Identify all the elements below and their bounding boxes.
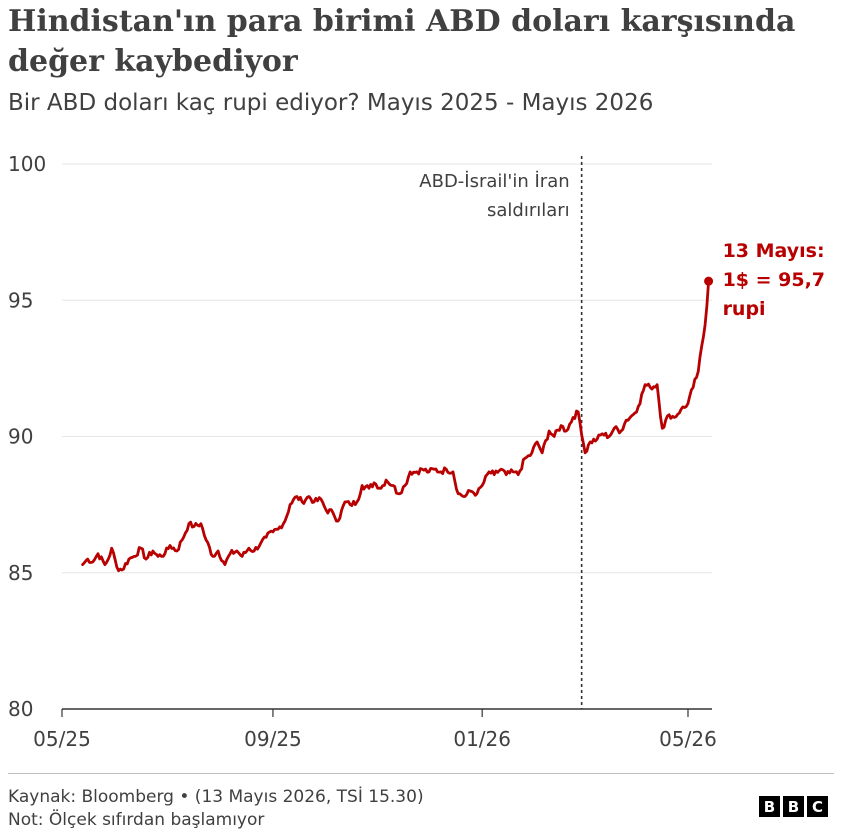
series-layer — [81, 279, 710, 573]
end-label-text: 13 Mayıs: — [723, 240, 825, 262]
annotation-text: saldırıları — [487, 200, 570, 221]
bbc-logo: B B C — [759, 796, 828, 817]
end-label-text: 1$ = 95,7 — [723, 269, 825, 291]
y-tick-label: 100 — [8, 152, 46, 176]
chart-subtitle: Bir ABD doları kaç rupi ediyor? Mayıs 20… — [8, 90, 654, 116]
source-text: Kaynak: Bloomberg • (13 Mayıs 2026, TSİ … — [8, 787, 424, 807]
end-label-text: rupi — [723, 298, 766, 320]
end-value-label: 13 Mayıs: 1$ = 95,7 rupi — [704, 240, 825, 320]
gridlines — [62, 163, 712, 574]
y-tick-label: 85 — [8, 561, 33, 585]
logo-letter: B — [759, 796, 780, 817]
y-tick-label: 80 — [8, 697, 33, 721]
x-tick-label: 01/26 — [453, 727, 511, 751]
note-text: Not: Ölçek sıfırdan başlamıyor — [8, 810, 265, 830]
end-point-marker — [704, 276, 714, 286]
x-axis: 05/25 09/25 01/26 05/26 — [33, 708, 717, 751]
logo-letter: C — [807, 796, 828, 817]
logo-letter: B — [783, 796, 804, 817]
x-tick-label: 05/25 — [33, 727, 91, 751]
annotation-text: ABD-İsrail'in İran — [419, 171, 569, 192]
y-axis-ticks: 80 85 90 95 100 — [8, 152, 46, 721]
footer-divider — [8, 773, 834, 774]
series-line — [81, 279, 710, 573]
chart-title: Hindistan'ın para birimi ABD doları karş… — [8, 4, 796, 79]
x-tick-label: 09/25 — [244, 727, 302, 751]
y-tick-label: 95 — [8, 288, 33, 312]
y-tick-label: 90 — [8, 425, 33, 449]
x-tick-label: 05/26 — [659, 727, 717, 751]
event-annotation: ABD-İsrail'in İran saldırıları — [419, 156, 583, 709]
line-chart: 80 85 90 95 100 05/25 09/25 01/26 05/26 ABD-İsr… — [8, 152, 825, 751]
